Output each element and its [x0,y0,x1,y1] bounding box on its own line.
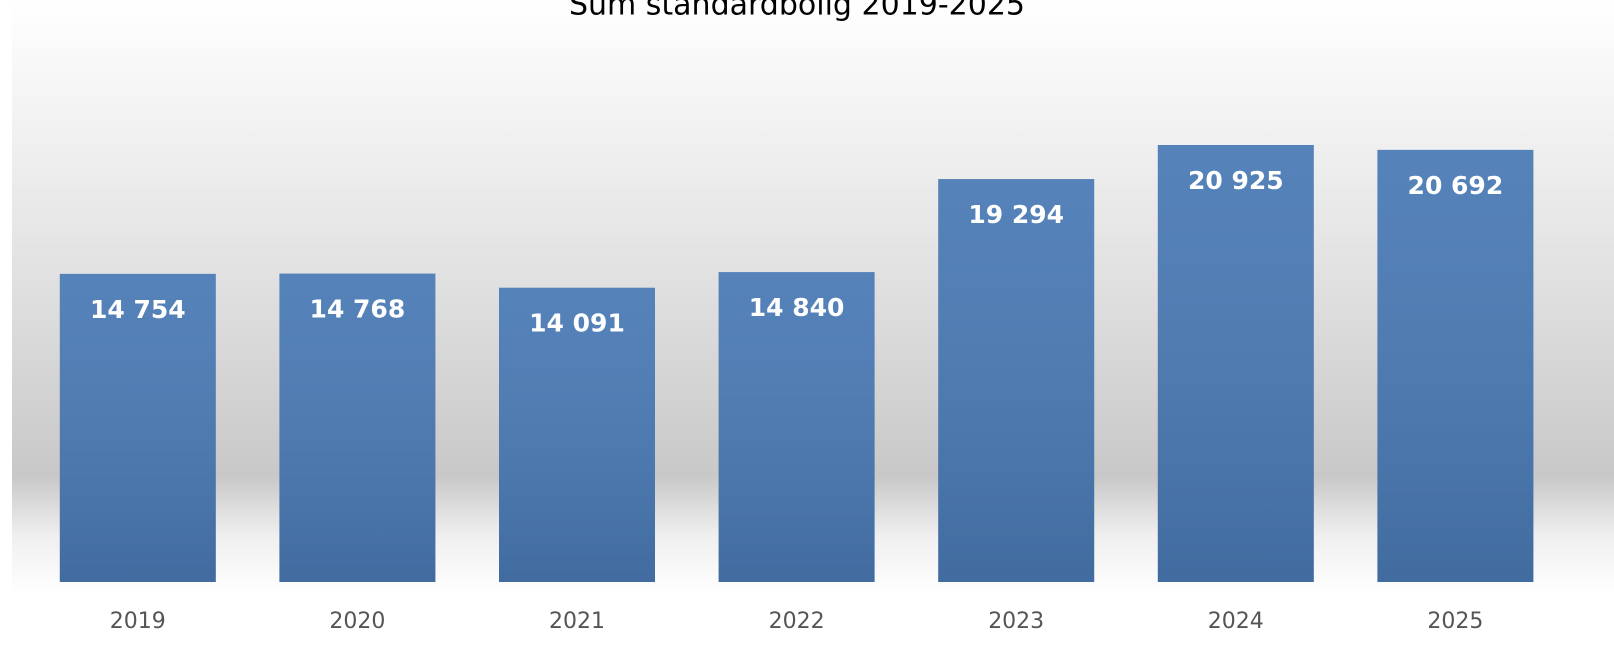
bar-shade [59,273,216,582]
bar-shade [1377,149,1534,582]
value-label: 14 840 [749,293,845,322]
bar-shade [499,287,655,582]
value-label: 14 754 [90,295,186,324]
x-tick-label: 2023 [988,609,1044,634]
bar-shade [1157,145,1314,582]
value-label: 20 925 [1188,166,1284,195]
value-label: 14 091 [529,309,625,338]
x-tick-label: 2019 [110,609,166,634]
x-tick-label: 2024 [1208,609,1264,634]
chart-title: Sum standardbolig 2019-2025 [569,0,1025,23]
value-label: 20 692 [1408,171,1504,200]
bar-shade [718,272,875,582]
x-tick-label: 2022 [769,609,825,634]
value-label: 19 294 [968,200,1064,229]
x-tick-label: 2020 [329,609,385,634]
bar-shade [279,273,436,582]
x-tick-label: 2025 [1427,609,1483,634]
value-label: 14 768 [310,295,406,324]
x-tick-label: 2021 [549,609,605,634]
bar-shade [938,179,1095,582]
